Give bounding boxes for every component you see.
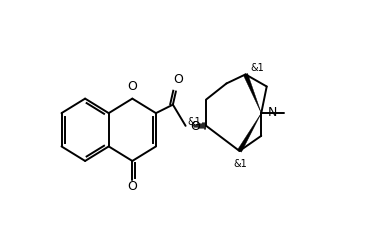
- Text: O: O: [127, 80, 137, 93]
- Text: &1: &1: [187, 117, 201, 127]
- Text: O: O: [127, 180, 137, 193]
- Text: &1: &1: [251, 63, 265, 73]
- Text: N: N: [267, 106, 277, 119]
- Text: O: O: [190, 120, 200, 133]
- Polygon shape: [237, 113, 261, 152]
- Text: &1: &1: [234, 158, 247, 169]
- Polygon shape: [243, 74, 261, 113]
- Text: O: O: [173, 73, 183, 86]
